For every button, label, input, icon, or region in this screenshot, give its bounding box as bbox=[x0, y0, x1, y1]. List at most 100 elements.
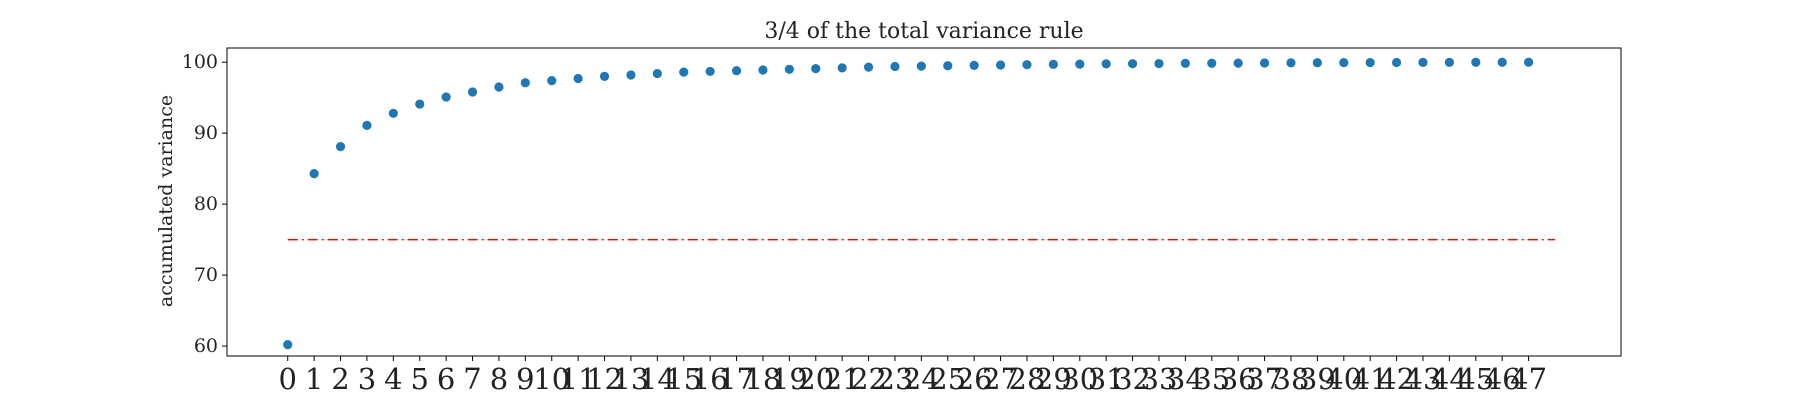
x-tick-label: 14 bbox=[639, 362, 676, 396]
data-point bbox=[283, 340, 293, 350]
data-point bbox=[1101, 59, 1111, 69]
y-tick-label: 60 bbox=[194, 335, 218, 357]
x-tick-label: 6 bbox=[437, 362, 455, 396]
data-point bbox=[837, 63, 847, 73]
data-points bbox=[283, 57, 1534, 350]
x-tick-label: 2 bbox=[331, 362, 349, 396]
x-tick-label: 31 bbox=[1088, 362, 1125, 396]
data-point bbox=[1180, 58, 1190, 68]
data-point bbox=[362, 120, 372, 130]
data-point bbox=[1497, 57, 1507, 67]
data-point bbox=[520, 78, 530, 88]
data-point bbox=[1154, 58, 1164, 69]
y-tick-label: 70 bbox=[194, 264, 218, 286]
x-tick-label: 0 bbox=[278, 362, 296, 396]
x-tick-label: 36 bbox=[1220, 362, 1257, 396]
plot-frame bbox=[226, 47, 1622, 357]
data-point bbox=[1444, 57, 1454, 67]
data-point bbox=[547, 76, 557, 86]
x-tick-label: 25 bbox=[929, 362, 966, 396]
x-tick-label: 23 bbox=[877, 362, 914, 396]
data-point bbox=[1048, 59, 1058, 69]
data-point bbox=[652, 68, 662, 79]
x-tick-label: 44 bbox=[1431, 362, 1468, 396]
data-point bbox=[679, 67, 689, 77]
data-point bbox=[494, 82, 504, 92]
x-tick-label: 47 bbox=[1510, 362, 1547, 396]
data-point bbox=[626, 70, 636, 80]
x-tick-label: 43 bbox=[1405, 362, 1442, 396]
x-tick-label: 11 bbox=[560, 362, 597, 396]
data-point bbox=[1207, 58, 1217, 68]
y-axis-label: accumulated variance bbox=[155, 95, 177, 307]
x-tick-label: 29 bbox=[1035, 362, 1072, 396]
x-tick-label: 13 bbox=[612, 362, 649, 396]
data-point bbox=[1365, 57, 1375, 68]
data-point bbox=[441, 92, 451, 102]
x-tick-label: 45 bbox=[1457, 362, 1494, 396]
x-tick-label: 1 bbox=[305, 362, 323, 396]
x-tick-label: 16 bbox=[692, 362, 729, 396]
data-point bbox=[1523, 57, 1534, 67]
data-point bbox=[309, 169, 319, 179]
data-point bbox=[811, 63, 821, 74]
x-tick-label: 33 bbox=[1141, 362, 1178, 396]
x-tick-label: 28 bbox=[1009, 362, 1046, 396]
x-tick-label: 27 bbox=[982, 362, 1019, 396]
data-point bbox=[1233, 58, 1243, 68]
x-tick-label: 5 bbox=[411, 362, 429, 396]
x-tick-label: 19 bbox=[771, 362, 808, 396]
data-point bbox=[784, 64, 794, 74]
x-tick-label: 38 bbox=[1273, 362, 1310, 396]
data-point bbox=[1339, 58, 1349, 68]
x-tick-label: 8 bbox=[490, 362, 508, 396]
y-axis-ticks: 60 70 80 90 100 bbox=[182, 51, 227, 357]
data-point bbox=[1418, 57, 1428, 68]
x-tick-label: 12 bbox=[586, 362, 623, 396]
x-axis-ticks: 0 1 2 3 4 5 6 7 8 9101112131415161718192021222324… bbox=[278, 356, 1547, 396]
data-point bbox=[969, 60, 979, 70]
x-tick-label: 26 bbox=[956, 362, 993, 396]
data-point bbox=[1259, 58, 1270, 68]
x-tick-label: 9 bbox=[516, 362, 534, 396]
data-point bbox=[863, 62, 874, 72]
data-point bbox=[1127, 59, 1138, 69]
y-tick-label: 90 bbox=[194, 122, 218, 144]
data-point bbox=[1286, 58, 1296, 68]
x-tick-label: 24 bbox=[903, 362, 940, 396]
x-tick-label: 37 bbox=[1246, 362, 1283, 396]
data-point bbox=[573, 73, 583, 84]
x-tick-label: 18 bbox=[744, 362, 781, 396]
x-tick-label: 7 bbox=[463, 362, 481, 396]
data-point bbox=[705, 66, 715, 77]
data-point bbox=[916, 61, 926, 71]
data-point bbox=[1471, 57, 1481, 67]
x-tick-label: 20 bbox=[797, 362, 834, 396]
data-point bbox=[995, 60, 1006, 70]
x-tick-label: 35 bbox=[1193, 362, 1230, 396]
x-tick-label: 42 bbox=[1378, 362, 1415, 396]
data-point bbox=[943, 61, 953, 71]
data-point bbox=[388, 108, 398, 118]
x-tick-label: 32 bbox=[1114, 362, 1151, 396]
data-point bbox=[1022, 60, 1032, 70]
data-point bbox=[467, 87, 478, 97]
data-point bbox=[731, 66, 742, 76]
chart-title: 3/4 of the total variance rule bbox=[764, 19, 1083, 44]
x-tick-label: 3 bbox=[358, 362, 376, 396]
data-point bbox=[599, 71, 610, 81]
data-point bbox=[1075, 59, 1085, 69]
x-tick-label: 30 bbox=[1061, 362, 1098, 396]
data-point bbox=[1391, 57, 1402, 68]
x-tick-label: 4 bbox=[384, 362, 402, 396]
x-tick-label: 21 bbox=[824, 362, 861, 396]
x-tick-label: 34 bbox=[1167, 362, 1204, 396]
x-tick-label: 41 bbox=[1352, 362, 1389, 396]
x-tick-label: 40 bbox=[1325, 362, 1362, 396]
x-tick-label: 22 bbox=[850, 362, 887, 396]
x-tick-label: 17 bbox=[718, 362, 755, 396]
x-tick-label: 15 bbox=[665, 362, 702, 396]
y-tick-label: 80 bbox=[194, 193, 218, 215]
y-tick-label: 100 bbox=[182, 51, 218, 73]
